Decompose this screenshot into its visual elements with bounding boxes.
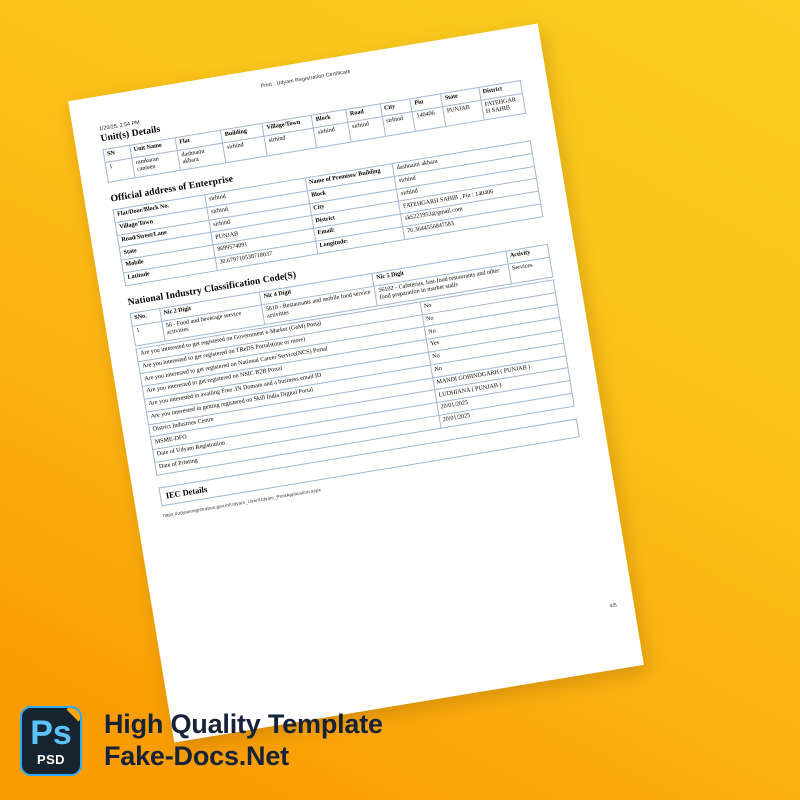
branding-footer: Ps PSD High Quality Template Fake-Docs.N… — [0, 682, 800, 800]
units-cell-sn: 1 — [105, 157, 135, 183]
units-cell-road: sirhind — [347, 116, 386, 143]
psd-icon-ps-label: Ps — [30, 714, 72, 753]
page-number: 4/5 — [609, 602, 618, 610]
branding-site-name: Fake-Docs.Net — [104, 741, 289, 771]
units-cell-pin: 140406 — [412, 106, 446, 132]
units-cell-block: sirhind — [313, 122, 352, 148]
branding-headline: High Quality Template — [104, 709, 383, 740]
psd-icon-format-label: PSD — [37, 751, 65, 767]
photoshop-psd-icon: Ps PSD — [20, 706, 82, 776]
units-cell-city: sirhind — [381, 111, 416, 137]
branding-text: High Quality Template Fake-Docs.Net — [104, 709, 383, 773]
nic-cell-sno: 1 — [132, 321, 165, 346]
